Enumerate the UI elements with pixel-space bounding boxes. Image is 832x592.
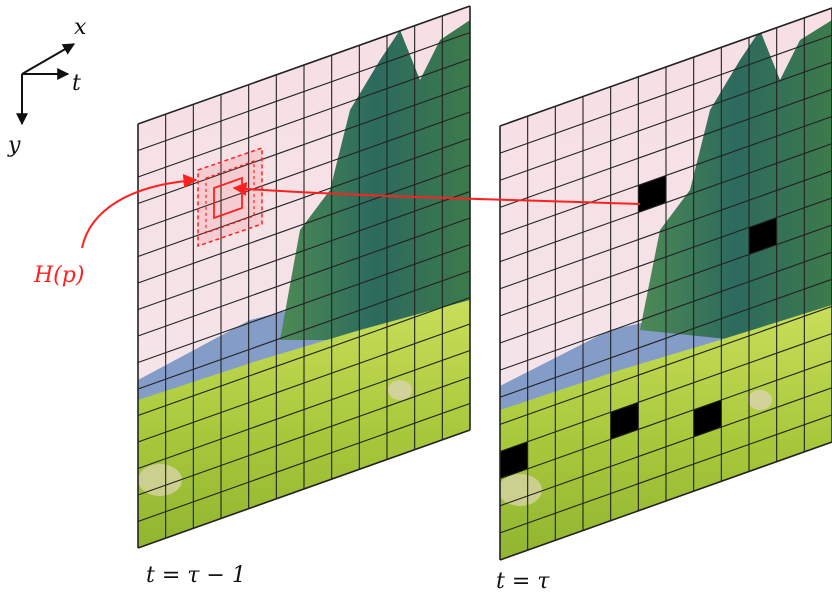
grid-line-horizontal — [499, 387, 832, 507]
neighborhood-outer-box — [197, 146, 263, 248]
frame-previous — [137, 5, 471, 549]
masked-cell — [693, 399, 722, 437]
masked-cell — [749, 217, 777, 255]
axis-indicator: x t y — [7, 15, 87, 158]
grid-line-horizontal — [499, 88, 832, 208]
neighborhood-middle-box — [205, 160, 255, 234]
grid-line-horizontal — [499, 441, 832, 561]
masked-cells — [500, 175, 777, 479]
x-axis-arrow — [21, 43, 76, 75]
frame-current-grid — [499, 7, 832, 561]
grid-line-horizontal — [137, 296, 471, 417]
masked-cell — [638, 175, 666, 213]
grid-line-horizontal — [499, 143, 832, 263]
grid-line-horizontal — [137, 402, 471, 523]
grid-line-horizontal — [137, 111, 471, 231]
grid-line-horizontal — [137, 376, 471, 496]
x-axis-label: x — [74, 15, 87, 40]
masked-cell — [610, 402, 639, 440]
neighborhood-inner-box — [213, 176, 243, 220]
grid-line-horizontal — [499, 224, 832, 344]
grid-line-horizontal — [499, 115, 832, 236]
label-pointer-arrow — [81, 173, 198, 249]
frame-current — [499, 7, 832, 561]
grid-line-horizontal — [137, 270, 471, 390]
frame-current-time-label: t = τ — [496, 569, 550, 592]
grid-line-horizontal — [499, 34, 832, 154]
frame-previous-image — [138, 6, 470, 548]
grid-line-horizontal — [499, 305, 832, 425]
grid-line-horizontal — [137, 164, 471, 284]
grid-line-horizontal — [137, 31, 471, 152]
grid-line-horizontal — [137, 190, 471, 311]
grid-line-horizontal — [499, 251, 832, 371]
neighborhood-highlight — [197, 146, 263, 248]
grid-line-horizontal — [499, 170, 832, 290]
grid-line-horizontal — [499, 278, 832, 398]
grid-line-horizontal — [137, 217, 471, 337]
grid-line-horizontal — [137, 323, 471, 443]
neighborhood-label: H(p) — [33, 263, 84, 288]
grid-line-horizontal — [137, 137, 471, 258]
grid-line-horizontal — [499, 414, 832, 534]
grid-line-horizontal — [499, 197, 832, 317]
y-axis-label: y — [7, 133, 21, 158]
grid-line-horizontal — [499, 7, 832, 127]
t-axis-label: t — [72, 71, 81, 96]
frame-current-image — [500, 8, 832, 560]
frame-previous-grid — [137, 5, 471, 549]
grid-line-horizontal — [137, 429, 471, 549]
grid-line-horizontal — [137, 58, 471, 178]
correspondence-arrow — [232, 181, 641, 205]
grid-line-horizontal — [499, 61, 832, 181]
grid-line-horizontal — [137, 243, 471, 364]
grid-line-horizontal — [137, 5, 471, 125]
frame-previous-time-label: t = τ − 1 — [146, 563, 246, 588]
masked-cell — [500, 441, 528, 479]
grid-line-horizontal — [499, 332, 832, 453]
grid-line-horizontal — [137, 349, 471, 470]
grid-line-horizontal — [499, 360, 832, 480]
